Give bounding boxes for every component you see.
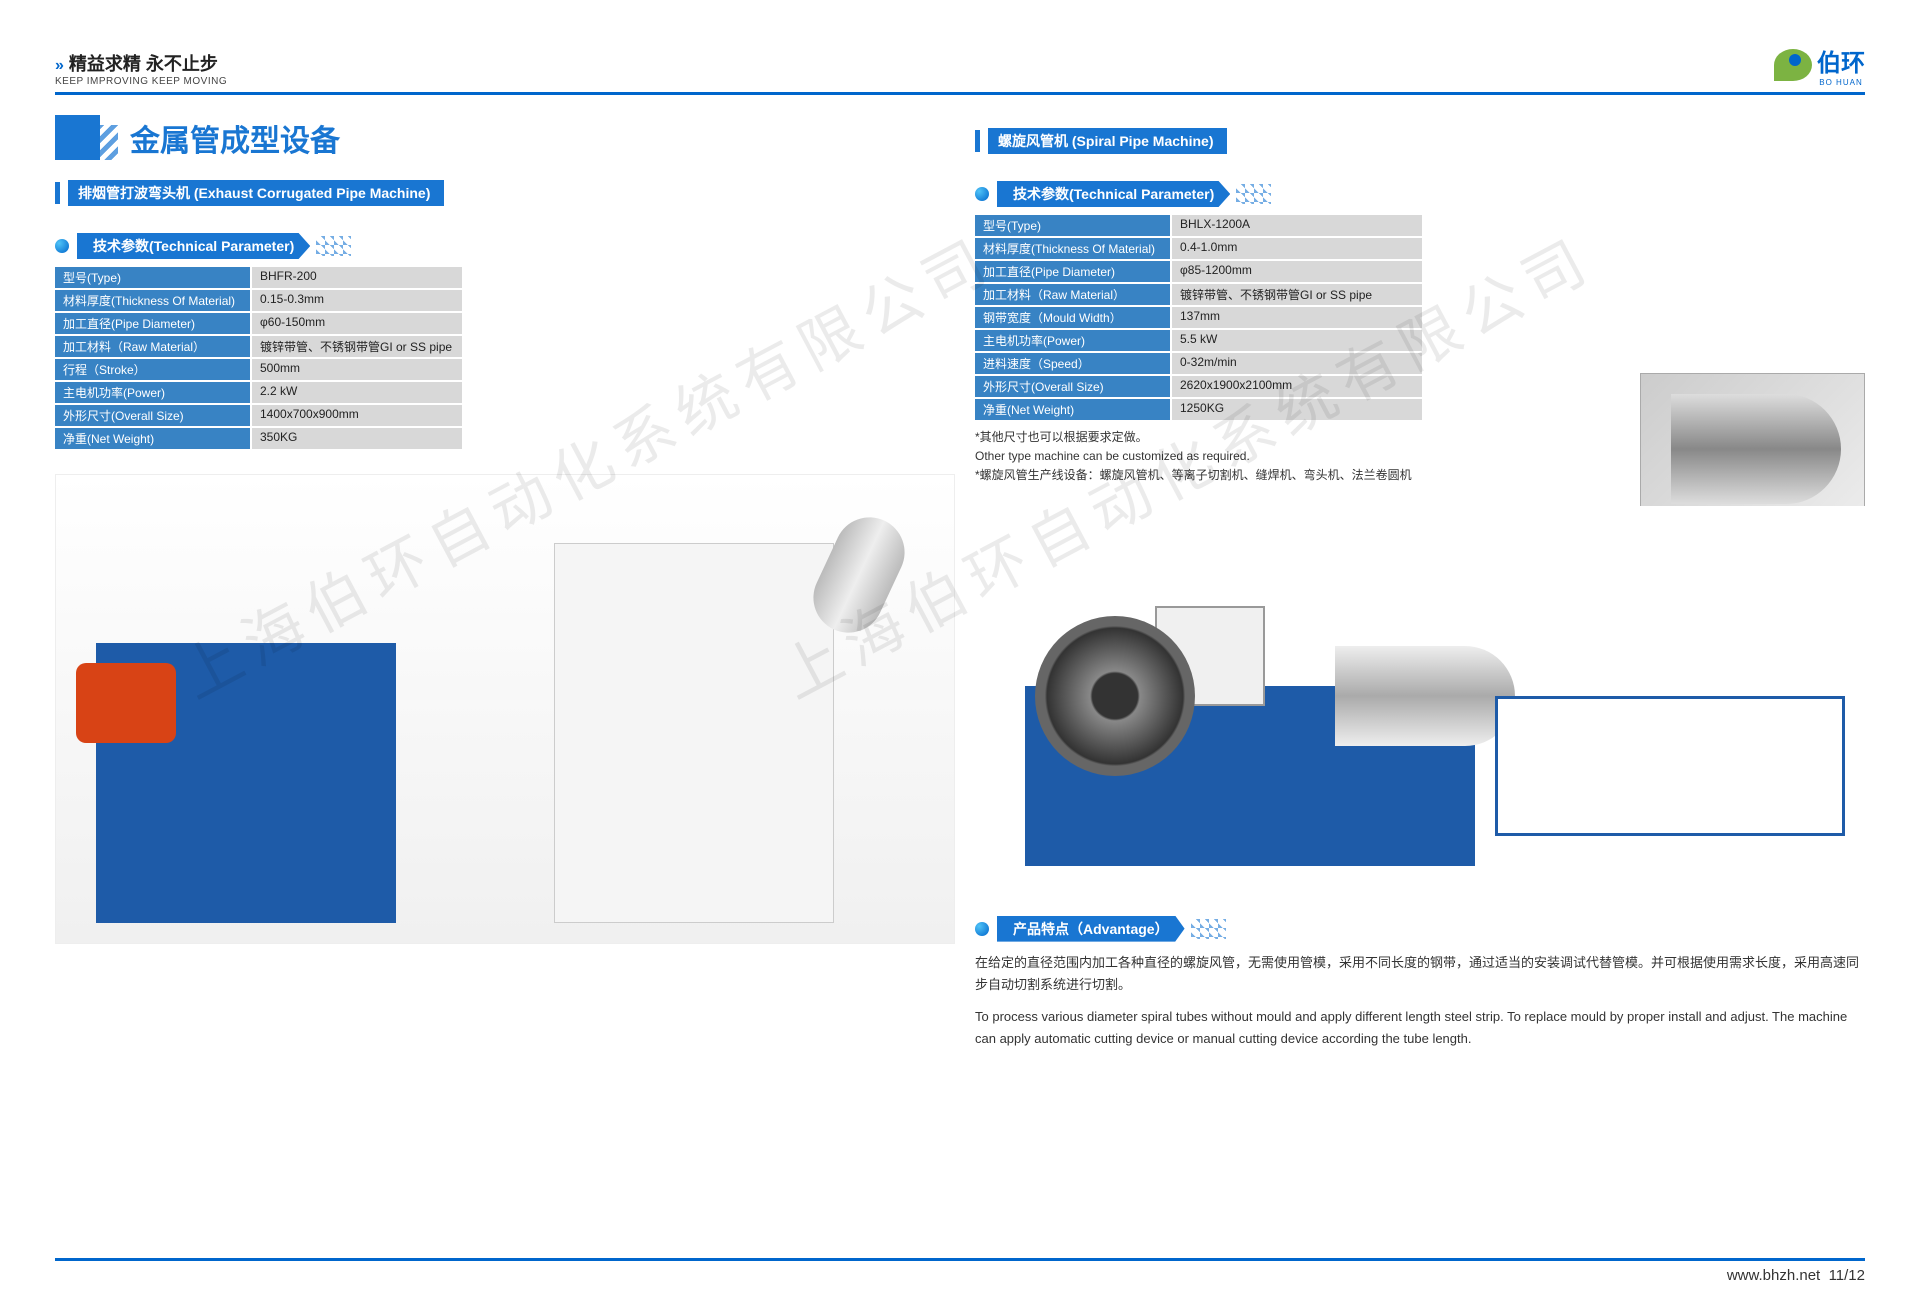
spec-label: 型号(Type) bbox=[975, 215, 1170, 236]
right-page: 螺旋风管机 (Spiral Pipe Machine) 技术参数(Technic… bbox=[975, 128, 1865, 1050]
spec-label: 加工直径(Pipe Diameter) bbox=[55, 313, 250, 334]
spec-row: 主电机功率(Power)5.5 kW bbox=[975, 330, 1865, 351]
machine-motor bbox=[76, 663, 176, 743]
page-header: »精益求精 永不止步 KEEP IMPROVING KEEP MOVING 伯环… bbox=[55, 50, 1865, 95]
logo-text: 伯环 bbox=[1817, 43, 1865, 78]
footer: www.bhzh.net 11/12 bbox=[55, 1258, 1865, 1284]
spec-label: 主电机功率(Power) bbox=[975, 330, 1170, 351]
spec-row: 材料厚度(Thickness Of Material)0.15-0.3mm bbox=[55, 290, 955, 311]
advantage-header: 产品特点（Advantage） bbox=[975, 916, 1865, 942]
spec-value: φ85-1200mm bbox=[1172, 261, 1422, 282]
spec-row: 主电机功率(Power)2.2 kW bbox=[55, 382, 955, 403]
machine-title-right: 螺旋风管机 (Spiral Pipe Machine) bbox=[988, 128, 1227, 154]
bullet-icon bbox=[975, 922, 989, 936]
advantage-text-cn: 在给定的直径范围内加工各种直径的螺旋风管，无需使用管模，采用不同长度的钢带，通过… bbox=[975, 952, 1865, 996]
spec-label: 净重(Net Weight) bbox=[55, 428, 250, 449]
machine-badge-right: 螺旋风管机 (Spiral Pipe Machine) bbox=[975, 128, 1227, 154]
rm-coil bbox=[1035, 616, 1195, 776]
spec-value: 0.15-0.3mm bbox=[252, 290, 462, 311]
spec-label: 净重(Net Weight) bbox=[975, 399, 1170, 420]
spec-value: 0-32m/min bbox=[1172, 353, 1422, 374]
logo-text-block: 伯环 BO HUAN bbox=[1817, 43, 1865, 87]
spec-row: 加工材料（Raw Material）镀锌带管、不锈钢带管GI or SS pip… bbox=[975, 284, 1865, 305]
rm-duct bbox=[1335, 646, 1515, 746]
section-title: 金属管成型设备 bbox=[130, 116, 340, 160]
spec-label: 加工材料（Raw Material） bbox=[55, 336, 250, 357]
spec-label: 进料速度（Speed） bbox=[975, 353, 1170, 374]
header-title-cn-text: 精益求精 永不止步 bbox=[69, 54, 218, 74]
spec-row: 型号(Type)BHFR-200 bbox=[55, 267, 955, 288]
spec-value: BHLX-1200A bbox=[1172, 215, 1422, 236]
spec-wrapper-left: 型号(Type)BHFR-200材料厚度(Thickness Of Materi… bbox=[55, 267, 955, 449]
spec-label: 外形尺寸(Overall Size) bbox=[975, 376, 1170, 397]
badge-bar bbox=[55, 182, 60, 204]
spec-value: 2.2 kW bbox=[252, 382, 462, 403]
spec-value: 350KG bbox=[252, 428, 462, 449]
dots-decoration bbox=[1191, 919, 1226, 939]
spec-value: 1400x700x900mm bbox=[252, 405, 462, 426]
spec-row: 加工直径(Pipe Diameter)φ85-1200mm bbox=[975, 261, 1865, 282]
spec-row: 净重(Net Weight)350KG bbox=[55, 428, 955, 449]
logo: 伯环 BO HUAN bbox=[1774, 43, 1865, 87]
spec-value: BHFR-200 bbox=[252, 267, 462, 288]
rm-rail bbox=[1495, 696, 1845, 836]
spec-table-left: 型号(Type)BHFR-200材料厚度(Thickness Of Materi… bbox=[55, 267, 955, 449]
spec-row: 外形尺寸(Overall Size)1400x700x900mm bbox=[55, 405, 955, 426]
spec-label: 型号(Type) bbox=[55, 267, 250, 288]
section-icon bbox=[55, 115, 100, 160]
spec-value: 镀锌带管、不锈钢带管GI or SS pipe bbox=[1172, 284, 1422, 305]
header-left: » 精益求精 永不止步 KEEP IMPROVING KEEP MOVING bbox=[55, 50, 227, 87]
spec-value: φ60-150mm bbox=[252, 313, 462, 334]
spec-label: 钢带宽度（Mould Width） bbox=[975, 307, 1170, 328]
section-title-box: 金属管成型设备 bbox=[55, 115, 955, 160]
advantage-title: 产品特点（Advantage） bbox=[997, 916, 1185, 942]
spec-row: 材料厚度(Thickness Of Material)0.4-1.0mm bbox=[975, 238, 1865, 259]
spec-value: 0.4-1.0mm bbox=[1172, 238, 1422, 259]
spec-row: 进料速度（Speed）0-32m/min bbox=[975, 353, 1865, 374]
param-title-right: 技术参数(Technical Parameter) bbox=[997, 181, 1230, 207]
machine-image-right bbox=[975, 506, 1865, 896]
param-header-right: 技术参数(Technical Parameter) bbox=[975, 181, 1865, 207]
thumb-duct bbox=[1671, 394, 1841, 504]
advantage-text-en: To process various diameter spiral tubes… bbox=[975, 1006, 1865, 1050]
spec-row: 加工直径(Pipe Diameter)φ60-150mm bbox=[55, 313, 955, 334]
spec-row: 钢带宽度（Mould Width）137mm bbox=[975, 307, 1865, 328]
spec-label: 加工材料（Raw Material） bbox=[975, 284, 1170, 305]
machine-cabinet bbox=[554, 543, 834, 923]
dots-decoration bbox=[316, 236, 351, 256]
logo-icon bbox=[1774, 49, 1812, 81]
chevron-icon: » bbox=[55, 57, 64, 75]
machine-badge-left: 排烟管打波弯头机 (Exhaust Corrugated Pipe Machin… bbox=[55, 180, 444, 206]
header-title-cn: » 精益求精 永不止步 bbox=[55, 50, 227, 76]
machine-title-left: 排烟管打波弯头机 (Exhaust Corrugated Pipe Machin… bbox=[68, 180, 444, 206]
spec-label: 行程（Stroke） bbox=[55, 359, 250, 380]
logo-subtitle: BO HUAN bbox=[1817, 78, 1865, 87]
spec-row: 行程（Stroke）500mm bbox=[55, 359, 955, 380]
spec-label: 外形尺寸(Overall Size) bbox=[55, 405, 250, 426]
spec-label: 材料厚度(Thickness Of Material) bbox=[55, 290, 250, 311]
footer-page: 11/12 bbox=[1829, 1267, 1865, 1284]
bullet-icon bbox=[55, 239, 69, 253]
spec-value: 500mm bbox=[252, 359, 462, 380]
header-title-en: KEEP IMPROVING KEEP MOVING bbox=[55, 76, 227, 87]
spec-value: 2620x1900x2100mm bbox=[1172, 376, 1422, 397]
footer-url: www.bhzh.net bbox=[1727, 1267, 1820, 1284]
param-title-left: 技术参数(Technical Parameter) bbox=[77, 233, 310, 259]
spec-row: 加工材料（Raw Material）镀锌带管、不锈钢带管GI or SS pip… bbox=[55, 336, 955, 357]
spec-label: 加工直径(Pipe Diameter) bbox=[975, 261, 1170, 282]
dots-decoration bbox=[1236, 184, 1271, 204]
badge-bar bbox=[975, 130, 980, 152]
machine-image-left bbox=[55, 474, 955, 944]
spec-value: 1250KG bbox=[1172, 399, 1422, 420]
left-page: 金属管成型设备 排烟管打波弯头机 (Exhaust Corrugated Pip… bbox=[55, 115, 955, 944]
param-header-left: 技术参数(Technical Parameter) bbox=[55, 233, 955, 259]
spec-label: 主电机功率(Power) bbox=[55, 382, 250, 403]
spec-value: 镀锌带管、不锈钢带管GI or SS pipe bbox=[252, 336, 462, 357]
spec-value: 5.5 kW bbox=[1172, 330, 1422, 351]
spec-row: 型号(Type)BHLX-1200A bbox=[975, 215, 1865, 236]
spec-value: 137mm bbox=[1172, 307, 1422, 328]
bullet-icon bbox=[975, 187, 989, 201]
spec-label: 材料厚度(Thickness Of Material) bbox=[975, 238, 1170, 259]
